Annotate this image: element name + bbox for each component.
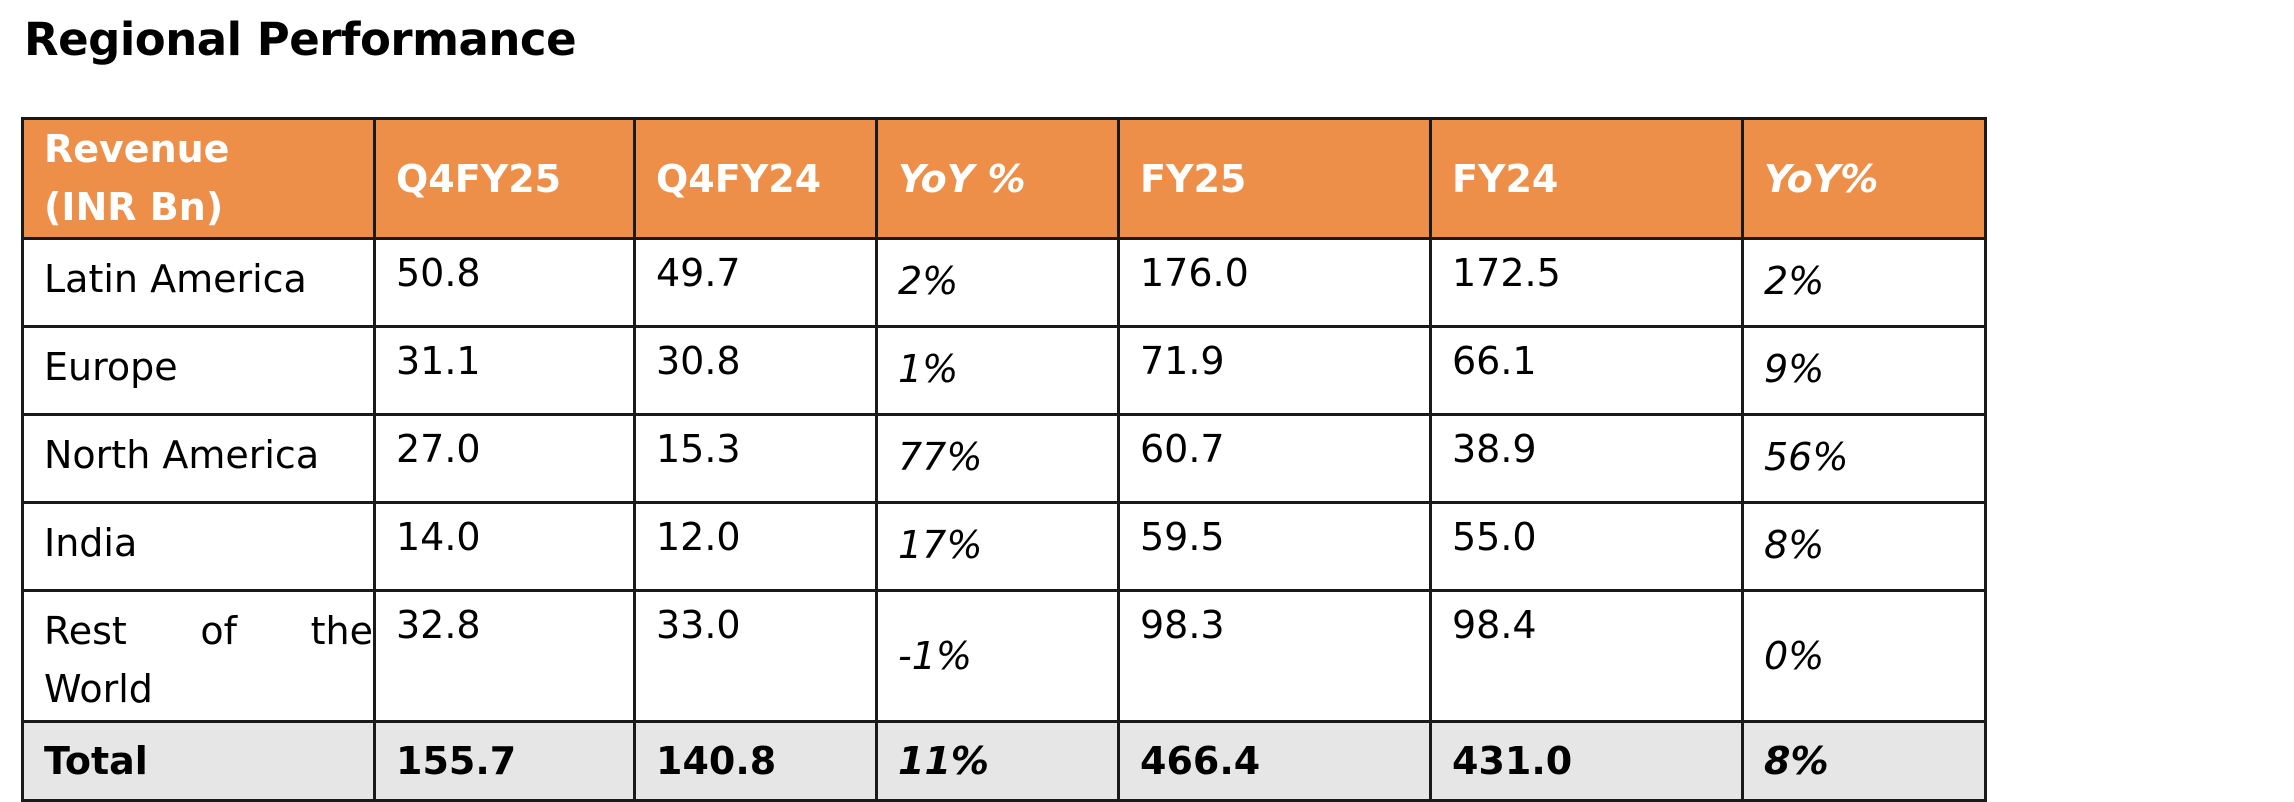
fy25-cell: 176.0 — [1117, 237, 1432, 328]
total-fy24: 431.0 — [1429, 720, 1744, 802]
region-cell: India — [21, 501, 376, 592]
total-q4fy25: 155.7 — [373, 720, 636, 802]
header-yoy-fy: YoY% — [1741, 117, 1987, 240]
page-title: Regional Performance — [24, 13, 577, 66]
yoy-quarter-cell: 1% — [875, 325, 1120, 416]
table-row: Rest of the World 32.8 33.0 -1% 98.3 98.… — [21, 589, 1987, 723]
region-cell: North America — [21, 413, 376, 504]
header-yoy-quarter: YoY % — [875, 117, 1120, 240]
q4fy25-cell: 50.8 — [373, 237, 636, 328]
region-line1: Rest of the — [44, 602, 373, 660]
table-row: Latin America 50.8 49.7 2% 176.0 172.5 2… — [21, 237, 1987, 328]
yoy-quarter-cell: -1% — [875, 589, 1120, 723]
yoy-fy-cell: 0% — [1741, 589, 1987, 723]
header-q4fy24: Q4FY24 — [633, 117, 878, 240]
table-row: India 14.0 12.0 17% 59.5 55.0 8% — [21, 501, 1987, 592]
yoy-quarter-cell: 77% — [875, 413, 1120, 504]
yoy-fy-cell: 9% — [1741, 325, 1987, 416]
q4fy24-cell: 30.8 — [633, 325, 878, 416]
header-revenue-label: Revenue (INR Bn) — [21, 117, 376, 240]
yoy-fy-cell: 56% — [1741, 413, 1987, 504]
fy24-cell: 172.5 — [1429, 237, 1744, 328]
q4fy24-cell: 15.3 — [633, 413, 878, 504]
yoy-fy-cell: 8% — [1741, 501, 1987, 592]
table-header-row: Revenue (INR Bn) Q4FY25 Q4FY24 YoY % FY2… — [21, 117, 1987, 240]
table-row: North America 27.0 15.3 77% 60.7 38.9 56… — [21, 413, 1987, 504]
header-revenue-line1: Revenue — [44, 127, 230, 171]
region-cell: Europe — [21, 325, 376, 416]
q4fy24-cell: 49.7 — [633, 237, 878, 328]
q4fy24-cell: 12.0 — [633, 501, 878, 592]
fy25-cell: 60.7 — [1117, 413, 1432, 504]
q4fy25-cell: 32.8 — [373, 589, 636, 723]
region-cell: Rest of the World — [21, 589, 376, 723]
region-word: the — [310, 609, 373, 653]
fy25-cell: 98.3 — [1117, 589, 1432, 723]
total-label: Total — [21, 720, 376, 802]
fy25-cell: 71.9 — [1117, 325, 1432, 416]
table-row: Europe 31.1 30.8 1% 71.9 66.1 9% — [21, 325, 1987, 416]
q4fy25-cell: 14.0 — [373, 501, 636, 592]
q4fy25-cell: 31.1 — [373, 325, 636, 416]
header-fy24: FY24 — [1429, 117, 1744, 240]
total-yoy-fy: 8% — [1741, 720, 1987, 802]
header-fy25: FY25 — [1117, 117, 1432, 240]
q4fy24-cell: 33.0 — [633, 589, 878, 723]
yoy-fy-cell: 2% — [1741, 237, 1987, 328]
header-q4fy25: Q4FY25 — [373, 117, 636, 240]
fy24-cell: 38.9 — [1429, 413, 1744, 504]
region-word: Rest — [44, 609, 127, 653]
region-line2: World — [44, 667, 153, 711]
total-row: Total 155.7 140.8 11% 466.4 431.0 8% — [21, 720, 1987, 802]
total-q4fy24: 140.8 — [633, 720, 878, 802]
region-word: of — [200, 609, 238, 653]
fy25-cell: 59.5 — [1117, 501, 1432, 592]
total-fy25: 466.4 — [1117, 720, 1432, 802]
fy24-cell: 98.4 — [1429, 589, 1744, 723]
q4fy25-cell: 27.0 — [373, 413, 636, 504]
regional-performance-table: Revenue (INR Bn) Q4FY25 Q4FY24 YoY % FY2… — [21, 117, 1987, 802]
fy24-cell: 55.0 — [1429, 501, 1744, 592]
yoy-quarter-cell: 2% — [875, 237, 1120, 328]
yoy-quarter-cell: 17% — [875, 501, 1120, 592]
fy24-cell: 66.1 — [1429, 325, 1744, 416]
region-cell: Latin America — [21, 237, 376, 328]
total-yoy-quarter: 11% — [875, 720, 1120, 802]
header-revenue-line2: (INR Bn) — [44, 185, 224, 229]
